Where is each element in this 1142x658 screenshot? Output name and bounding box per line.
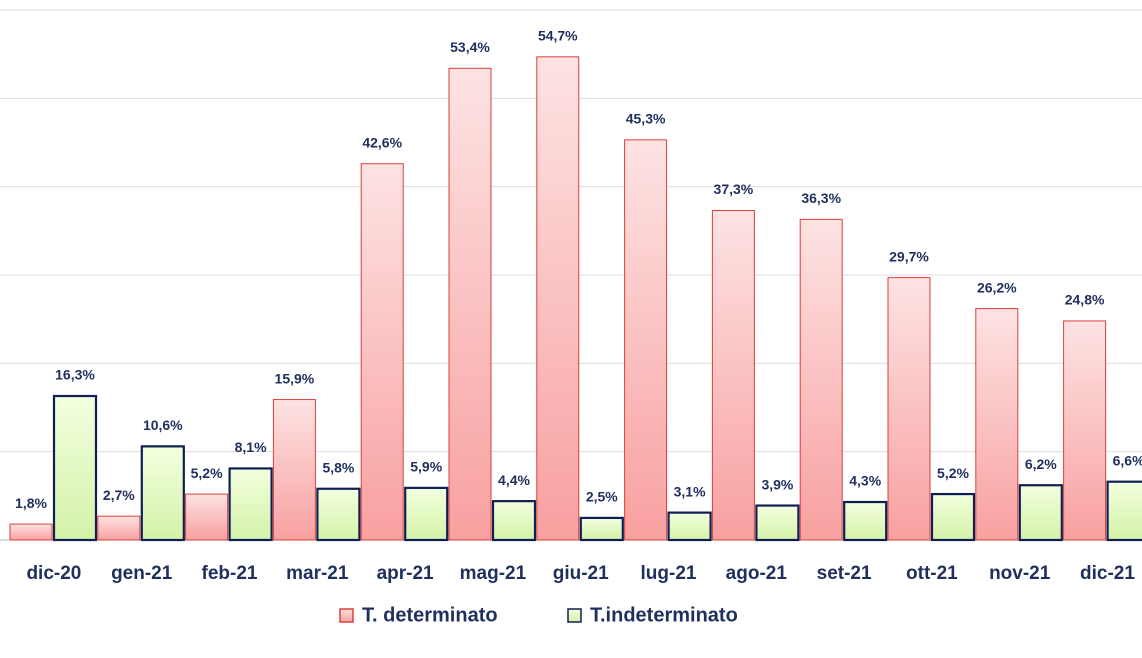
bar bbox=[360, 163, 404, 541]
bar bbox=[1018, 484, 1063, 542]
x-tick-label: giu-21 bbox=[553, 563, 609, 584]
bar bbox=[316, 487, 361, 542]
x-tick-label: nov-21 bbox=[989, 563, 1051, 584]
data-label: 6,2% bbox=[1025, 456, 1057, 472]
bar bbox=[404, 486, 449, 542]
bar bbox=[1063, 320, 1107, 541]
data-label: 8,1% bbox=[235, 439, 267, 455]
bar bbox=[887, 277, 931, 541]
x-tick-label: set-21 bbox=[817, 563, 872, 584]
legend-label: T.indeterminato bbox=[590, 604, 738, 626]
bar bbox=[975, 308, 1019, 541]
bar bbox=[228, 467, 273, 542]
x-tick-label: dic-21 bbox=[1080, 563, 1135, 584]
bar bbox=[843, 500, 888, 542]
bar bbox=[97, 515, 141, 541]
data-label: 6,6% bbox=[1113, 452, 1142, 468]
data-label: 45,3% bbox=[626, 111, 666, 127]
legend-swatch bbox=[567, 608, 582, 623]
bar bbox=[579, 516, 624, 542]
data-label: 4,4% bbox=[498, 472, 530, 488]
x-tick-label: lug-21 bbox=[641, 563, 697, 584]
x-tick-label: feb-21 bbox=[202, 563, 258, 584]
data-label: 54,7% bbox=[538, 28, 578, 44]
data-label: 26,2% bbox=[977, 279, 1017, 295]
data-label: 10,6% bbox=[143, 417, 183, 433]
data-label: 3,1% bbox=[674, 483, 706, 499]
data-label: 24,8% bbox=[1065, 292, 1105, 308]
x-tick-label: mar-21 bbox=[286, 563, 349, 584]
bar bbox=[448, 67, 492, 541]
bar bbox=[140, 445, 185, 542]
data-label: 5,8% bbox=[322, 459, 354, 475]
data-label: 1,8% bbox=[15, 495, 47, 511]
bar bbox=[272, 399, 316, 541]
data-label: 2,5% bbox=[586, 489, 618, 505]
x-tick-label: gen-21 bbox=[111, 563, 173, 584]
data-label: 3,9% bbox=[761, 476, 793, 492]
bar bbox=[799, 218, 843, 541]
bar bbox=[624, 139, 668, 541]
x-tick-label: mag-21 bbox=[460, 563, 527, 584]
data-label: 53,4% bbox=[450, 39, 490, 55]
data-label: 5,2% bbox=[191, 465, 223, 481]
data-label: 16,3% bbox=[55, 367, 95, 383]
bar bbox=[9, 523, 53, 541]
data-label: 4,3% bbox=[849, 473, 881, 489]
data-label: 29,7% bbox=[889, 248, 929, 264]
legend-label: T. determinato bbox=[362, 604, 498, 626]
data-label: 2,7% bbox=[103, 487, 135, 503]
x-tick-label: apr-21 bbox=[377, 563, 434, 584]
legend-swatch bbox=[339, 608, 354, 623]
data-label: 36,3% bbox=[801, 190, 841, 206]
x-tick-label: dic-20 bbox=[26, 563, 81, 584]
data-label: 5,2% bbox=[937, 465, 969, 481]
bar bbox=[52, 394, 98, 542]
bar bbox=[536, 56, 580, 541]
bar bbox=[711, 210, 755, 541]
bar bbox=[755, 504, 800, 542]
bar bbox=[1106, 480, 1142, 542]
x-tick-label: ago-21 bbox=[726, 563, 788, 584]
data-label: 42,6% bbox=[362, 134, 402, 150]
x-tick-label: ott-21 bbox=[906, 563, 958, 584]
data-label: 37,3% bbox=[714, 181, 754, 197]
bar bbox=[667, 511, 712, 542]
data-label: 5,9% bbox=[410, 459, 442, 475]
bar bbox=[930, 492, 976, 542]
bar bbox=[491, 500, 537, 542]
bar bbox=[185, 493, 229, 541]
data-label: 15,9% bbox=[275, 370, 315, 386]
